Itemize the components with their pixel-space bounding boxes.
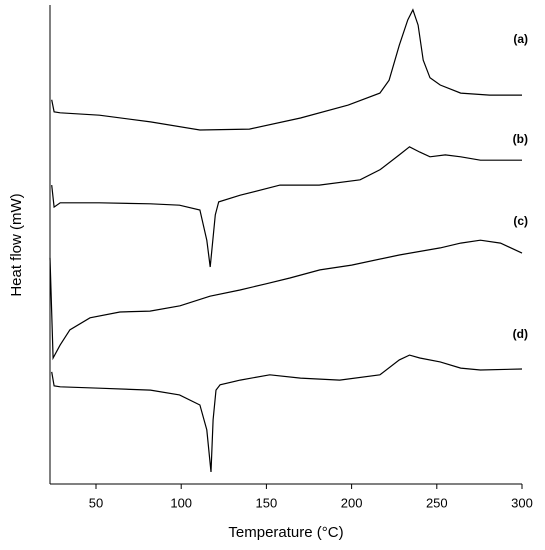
x-tick-label: 300 xyxy=(511,495,533,510)
x-tick-label: 100 xyxy=(170,495,192,510)
x-tick-label: 50 xyxy=(89,495,103,510)
x-tick-label: 200 xyxy=(341,495,363,510)
curve xyxy=(51,146,522,268)
x-tick-label: 150 xyxy=(256,495,278,510)
y-axis-label: Heat flow (mW) xyxy=(8,193,25,296)
x-tick-label: 250 xyxy=(426,495,448,510)
curve xyxy=(49,239,523,361)
x-axis-label: Temperature (°C) xyxy=(228,524,343,541)
curve-label: (a) xyxy=(513,32,528,46)
curve-label: (b) xyxy=(513,132,528,146)
curve xyxy=(51,354,523,473)
curve xyxy=(51,8,522,131)
curve-label: (d) xyxy=(513,327,528,341)
curve-label: (c) xyxy=(513,214,528,228)
